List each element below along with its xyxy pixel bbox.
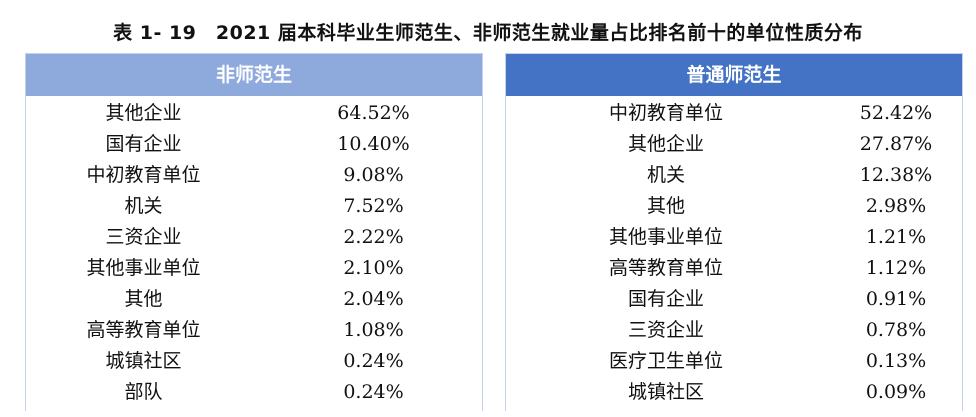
table-row: 其他事业单位 2.10%: [26, 253, 482, 284]
non-normal-students-rows: 其他企业 64.52% 国有企业 10.40% 中初教育单位 9.08% 机关 …: [26, 98, 482, 408]
table-row: 高等教育单位 1.08%: [26, 315, 482, 346]
percentage-cell: 7.52%: [343, 195, 404, 217]
table-row: 医疗卫生单位 0.13%: [506, 346, 962, 377]
unit-type-cell: 其他: [124, 288, 163, 310]
unit-type-cell: 国有企业: [627, 288, 704, 310]
unit-type-cell: 高等教育单位: [608, 257, 723, 279]
percentage-cell: 27.87%: [859, 133, 933, 155]
table-row: 城镇社区 0.24%: [26, 346, 482, 377]
percentage-cell: 64.52%: [337, 102, 410, 124]
table-row: 其他 2.98%: [506, 191, 962, 222]
table-row: 城镇社区 0.09%: [506, 377, 962, 408]
table-row: 三资企业 2.22%: [26, 222, 482, 253]
table-row: 机关 7.52%: [26, 191, 482, 222]
percentage-cell: 1.21%: [865, 226, 927, 248]
unit-type-cell: 中初教育单位: [86, 164, 201, 186]
percentage-cell: 0.24%: [343, 350, 404, 372]
percentage-cell: 2.98%: [865, 195, 927, 217]
table-row: 国有企业 10.40%: [26, 129, 482, 160]
table-row: 其他企业 27.87%: [506, 129, 962, 160]
unit-type-cell: 部队: [124, 381, 163, 403]
percentage-cell: 12.38%: [859, 164, 933, 186]
table-row: 中初教育单位 9.08%: [26, 160, 482, 191]
unit-type-cell: 其他事业单位: [608, 226, 723, 248]
table-row: 高等教育单位 1.12%: [506, 253, 962, 284]
percentage-cell: 0.24%: [343, 381, 404, 403]
table-row: 中初教育单位 52.42%: [506, 98, 962, 129]
unit-type-cell: 其他企业: [105, 102, 182, 124]
unit-type-cell: 高等教育单位: [86, 319, 201, 341]
percentage-cell: 9.08%: [343, 164, 404, 186]
unit-type-cell: 其他: [646, 195, 685, 217]
unit-type-cell: 中初教育单位: [608, 102, 723, 124]
unit-type-cell: 其他企业: [627, 133, 704, 155]
non-normal-students-header: 非师范生: [26, 54, 482, 96]
unit-type-cell: 其他事业单位: [86, 257, 201, 279]
percentage-cell: 1.12%: [865, 257, 927, 279]
percentage-cell: 0.91%: [865, 288, 927, 310]
table-title: 表 1- 19 2021 届本科毕业生师范生、非师范生就业量占比排名前十的单位性…: [113, 22, 863, 44]
unit-type-cell: 机关: [646, 164, 685, 186]
percentage-cell: 52.42%: [859, 102, 933, 124]
percentage-cell: 0.78%: [865, 319, 927, 341]
non-normal-students-table: 非师范生 其他企业 64.52% 国有企业 10.40% 中初教育单位 9.08…: [25, 53, 483, 411]
table-row: 机关 12.38%: [506, 160, 962, 191]
unit-type-cell: 国有企业: [105, 133, 182, 155]
unit-type-cell: 城镇社区: [105, 350, 182, 372]
table-row: 其他 2.04%: [26, 284, 482, 315]
percentage-cell: 2.10%: [343, 257, 404, 279]
percentage-cell: 2.04%: [343, 288, 404, 310]
table-row: 国有企业 0.91%: [506, 284, 962, 315]
table-row: 其他事业单位 1.21%: [506, 222, 962, 253]
unit-type-cell: 城镇社区: [627, 381, 704, 403]
table-row: 部队 0.24%: [26, 377, 482, 408]
table-row: 三资企业 0.78%: [506, 315, 962, 346]
normal-students-rows: 中初教育单位 52.42% 其他企业 27.87% 机关 12.38% 其他 2…: [506, 98, 962, 408]
percentage-cell: 0.09%: [865, 381, 927, 403]
percentage-cell: 10.40%: [337, 133, 410, 155]
unit-type-cell: 机关: [124, 195, 163, 217]
unit-type-cell: 医疗卫生单位: [608, 350, 723, 372]
normal-students-header: 普通师范生: [506, 54, 962, 96]
normal-students-table: 普通师范生 中初教育单位 52.42% 其他企业 27.87% 机关 12.38…: [505, 53, 963, 411]
percentage-cell: 2.22%: [343, 226, 404, 248]
percentage-cell: 0.13%: [865, 350, 927, 372]
table-row: 其他企业 64.52%: [26, 98, 482, 129]
unit-type-cell: 三资企业: [627, 319, 704, 341]
unit-type-cell: 三资企业: [105, 226, 182, 248]
percentage-cell: 1.08%: [343, 319, 404, 341]
